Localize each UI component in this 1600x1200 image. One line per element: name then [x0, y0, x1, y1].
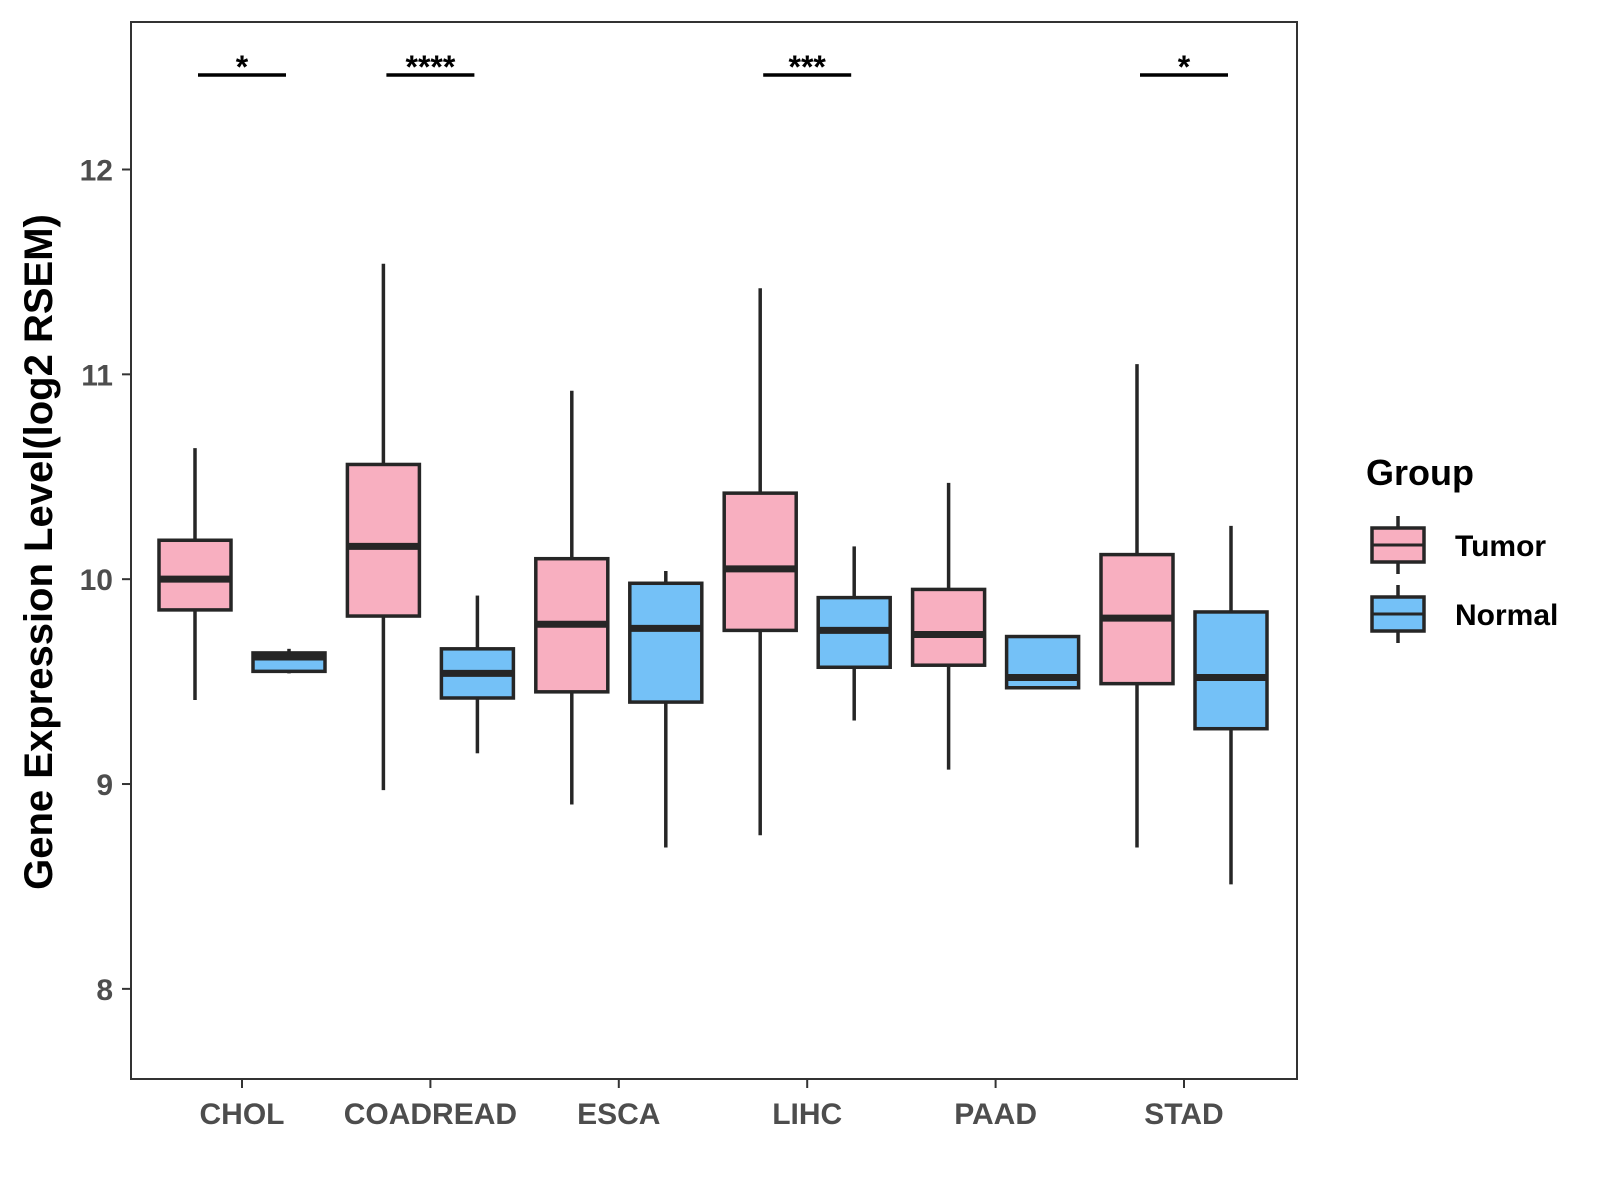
panel-border — [130, 21, 1298, 1080]
box-tumor-chol — [157, 448, 233, 701]
box-tumor-lihc — [722, 288, 798, 836]
y-tick-label: 12 — [80, 154, 113, 187]
significance-label: *** — [789, 49, 827, 85]
box-body — [157, 538, 233, 612]
box-tumor-paad — [910, 482, 987, 770]
box-tumor-stad — [1099, 364, 1175, 848]
y-tick-label: 11 — [81, 359, 113, 392]
x-tick-label: ESCA — [577, 1098, 660, 1131]
significance-label: * — [236, 49, 249, 85]
x-tick-label: LIHC — [772, 1098, 842, 1131]
y-tick-label: 9 — [96, 769, 113, 802]
legend: Group Tumor Normal — [1366, 452, 1558, 643]
box-body — [910, 587, 987, 667]
box-normal-coadread — [439, 595, 516, 754]
x-tick-label: CHOL — [200, 1098, 285, 1131]
y-tick-label: 10 — [80, 564, 113, 597]
box-normal-paad — [1004, 634, 1081, 690]
legend-key-tumor — [1370, 516, 1426, 574]
x-tick-label: PAAD — [954, 1098, 1037, 1131]
box-body — [345, 462, 422, 618]
x-axis: CHOL COADREAD ESCA LIHC PAAD STAD — [200, 1079, 1224, 1131]
box-normal-stad — [1193, 525, 1269, 885]
legend-label-tumor: Tumor — [1455, 530, 1546, 563]
box-body — [628, 581, 704, 704]
box-normal-lihc — [816, 546, 892, 721]
plot-area: * **** *** * — [157, 49, 1269, 885]
box-normal-esca — [628, 570, 704, 848]
box-normal-chol — [251, 648, 327, 674]
box-body — [1193, 610, 1269, 731]
legend-title: Group — [1366, 452, 1474, 493]
box-tumor-coadread — [345, 263, 422, 791]
y-axis: 8 9 10 11 12 — [80, 154, 131, 1007]
y-axis-title: Gene Expression Level(log2 RSEM) — [17, 214, 61, 890]
significance-label: * — [1178, 49, 1191, 85]
legend-label-normal: Normal — [1455, 599, 1558, 632]
significance-label: **** — [405, 49, 455, 85]
y-tick-label: 8 — [96, 974, 113, 1007]
x-tick-label: STAD — [1144, 1098, 1223, 1131]
box-body — [722, 491, 798, 633]
x-tick-label: COADREAD — [344, 1098, 517, 1131]
box-tumor-esca — [534, 390, 610, 805]
legend-key-normal — [1370, 585, 1426, 643]
